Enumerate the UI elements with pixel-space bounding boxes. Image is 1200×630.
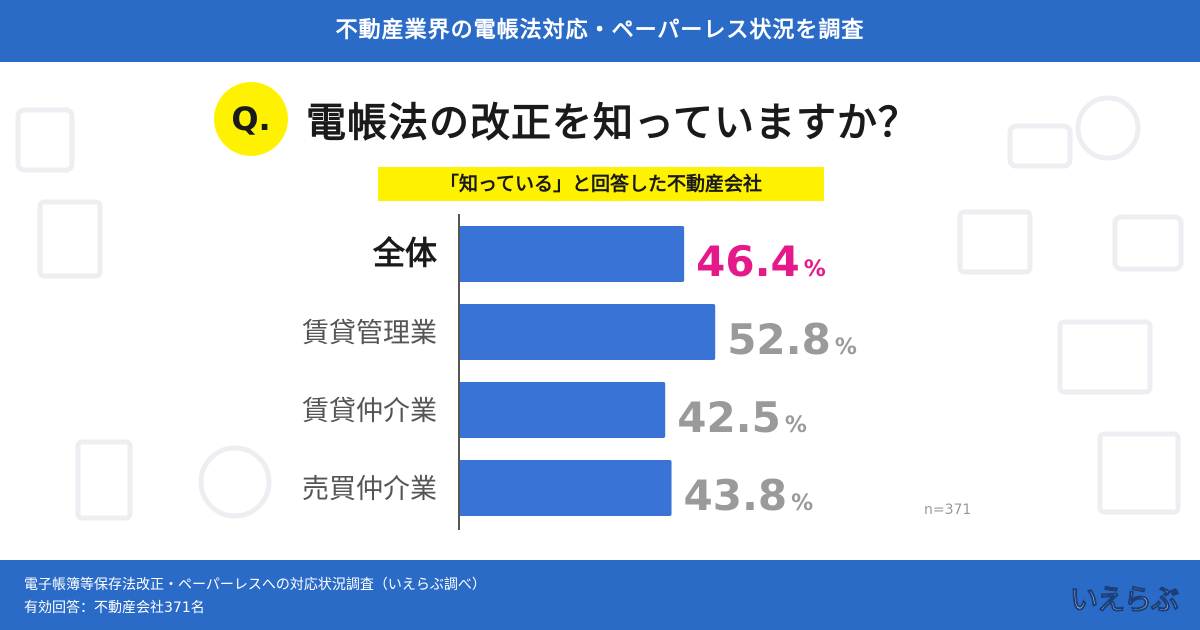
value-unit-2: % <box>785 413 807 438</box>
ierabu-logo: いえらぶ <box>1050 570 1179 620</box>
sample-size-note: n=371 <box>924 502 972 518</box>
question-mark-badge: Q. <box>214 82 288 156</box>
category-label-1: 賃貸管理業 <box>302 318 437 349</box>
value-number-1: 52.8 <box>727 315 831 364</box>
category-label-3: 売買仲介業 <box>302 474 437 505</box>
chart-subtitle: 「知っている」と回答した不動産会社 <box>378 167 824 201</box>
question-block: Q. 電帳法の改正を知っていますか？ <box>214 82 919 156</box>
bar-1 <box>459 304 716 360</box>
bar-chart: 全体 46.4 % 賃貸管理業 52.8 % 賃貸仲介業 42.5 % 売買仲介業 43.8% <box>302 214 857 530</box>
background-icons <box>15 95 1184 521</box>
footer-source: 電子帳簿等保存法改正・ペーパーレスへの対応状況調査（いえらぶ調べ） <box>24 577 486 593</box>
value-unit-1: % <box>835 335 857 360</box>
value-label-0: 46.4% <box>696 237 826 286</box>
bar-3 <box>459 460 672 516</box>
value-number-3: 43.8 <box>684 471 788 520</box>
bar-2 <box>459 382 666 438</box>
document-icon <box>37 199 103 279</box>
category-label-2: 賃貸仲介業 <box>302 396 437 427</box>
chat-icon <box>1007 123 1073 169</box>
value-label-1: 52.8% <box>727 315 857 364</box>
value-label-3: 43.8% <box>684 471 814 520</box>
footer-respondents: 有効回答：不動産会社371名 <box>24 600 205 616</box>
logo-text: いえらぶ <box>1069 583 1179 617</box>
header-title: 不動産業界の電帳法対応・ペーパーレス状況を調査 <box>335 18 865 43</box>
question-text: 電帳法の改正を知っていますか？ <box>306 100 919 146</box>
globe-icon <box>1075 95 1141 161</box>
value-unit-0: % <box>804 257 826 282</box>
bar-0 <box>459 226 685 282</box>
image-icon <box>957 209 1033 275</box>
value-number-2: 42.5 <box>677 393 781 442</box>
phone-icon <box>15 107 75 173</box>
checklist-icon <box>75 439 133 521</box>
card-icon <box>1112 214 1184 272</box>
film-icon <box>1057 319 1153 395</box>
coin-icon <box>198 445 272 519</box>
newspaper-icon <box>1097 431 1181 515</box>
value-unit-3: % <box>791 491 813 516</box>
page-header: 不動産業界の電帳法対応・ペーパーレス状況を調査 <box>0 0 1200 62</box>
category-label-0: 全体 <box>372 234 437 272</box>
value-number-0: 46.4 <box>696 237 800 286</box>
page-footer: 電子帳簿等保存法改正・ペーパーレスへの対応状況調査（いえらぶ調べ） 有効回答：不… <box>0 560 1200 630</box>
value-label-2: 42.5% <box>677 393 807 442</box>
